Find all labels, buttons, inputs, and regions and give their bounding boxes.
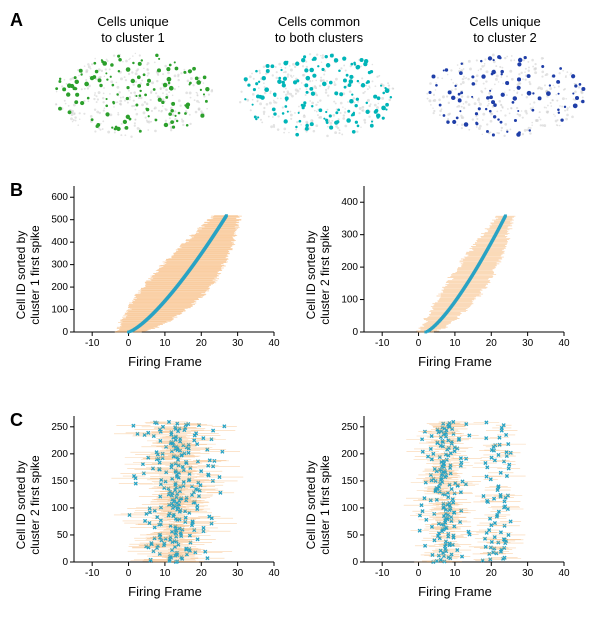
svg-text:10: 10: [159, 338, 171, 349]
figure: A Cells unique to cluster 1 Cells common…: [10, 10, 598, 630]
svg-text:30: 30: [232, 568, 244, 579]
svg-text:-10: -10: [85, 568, 100, 579]
svg-text:20: 20: [196, 338, 208, 349]
svg-text:200: 200: [341, 262, 358, 273]
svg-text:150: 150: [341, 476, 358, 487]
svg-text:200: 200: [51, 282, 68, 293]
svg-text:50: 50: [57, 530, 69, 541]
svg-text:0: 0: [62, 327, 68, 338]
cluster2-scatter: [420, 45, 590, 145]
common-title: Cells common to both clusters: [234, 14, 404, 45]
svg-text:0: 0: [126, 568, 132, 579]
panel-a-plots: [10, 45, 598, 145]
panel-a: A Cells unique to cluster 1 Cells common…: [10, 10, 598, 170]
svg-text:10: 10: [449, 338, 461, 349]
svg-text:-10: -10: [375, 568, 390, 579]
svg-text:-10: -10: [375, 338, 390, 349]
b2-xlabel: Firing Frame: [330, 354, 580, 369]
svg-text:40: 40: [268, 338, 280, 349]
svg-text:250: 250: [341, 422, 358, 433]
svg-text:-10: -10: [85, 338, 100, 349]
b2-plot: -100102030400100200300400: [330, 180, 570, 350]
cluster2-title: Cells unique to cluster 2: [420, 14, 590, 45]
panel-b-chart-1: Cell ID sorted by cluster 1 first spike …: [40, 180, 290, 369]
panel-c: C Cell ID sorted by cluster 2 first spik…: [10, 410, 598, 630]
svg-text:400: 400: [341, 197, 358, 208]
svg-text:40: 40: [558, 568, 570, 579]
svg-text:40: 40: [268, 568, 280, 579]
svg-text:200: 200: [341, 449, 358, 460]
b1-ylabel: Cell ID sorted by cluster 1 first spike: [14, 195, 42, 355]
svg-text:0: 0: [416, 568, 422, 579]
svg-text:30: 30: [232, 338, 244, 349]
svg-text:150: 150: [51, 476, 68, 487]
svg-text:100: 100: [341, 503, 358, 514]
c1-plot: -10 0 10 20 30 40 0 50 100 150 200 250: [40, 410, 280, 580]
panel-c-chart-1: Cell ID sorted by cluster 2 first spike …: [40, 410, 290, 599]
panel-a-label: A: [10, 10, 23, 31]
c2-xlabel: Firing Frame: [330, 584, 580, 599]
svg-text:30: 30: [522, 338, 534, 349]
svg-text:500: 500: [51, 215, 68, 226]
svg-text:100: 100: [341, 295, 358, 306]
svg-text:200: 200: [51, 449, 68, 460]
b1-xlabel: Firing Frame: [40, 354, 290, 369]
panel-a-titles: Cells unique to cluster 1 Cells common t…: [10, 10, 598, 45]
c1-ylabel: Cell ID sorted by cluster 2 first spike: [14, 425, 42, 585]
svg-text:10: 10: [449, 568, 461, 579]
svg-text:600: 600: [51, 192, 68, 203]
svg-text:0: 0: [62, 557, 68, 568]
svg-text:300: 300: [341, 230, 358, 241]
cluster1-title: Cells unique to cluster 1: [48, 14, 218, 45]
svg-text:40: 40: [558, 338, 570, 349]
c2-plot: -10 0 10 20 30 40 0 50 100 150 200 250: [330, 410, 570, 580]
svg-text:20: 20: [486, 338, 498, 349]
panel-c-chart-2: Cell ID sorted by cluster 1 first spike …: [330, 410, 580, 599]
svg-text:20: 20: [486, 568, 498, 579]
svg-text:0: 0: [416, 338, 422, 349]
svg-text:250: 250: [51, 422, 68, 433]
svg-text:400: 400: [51, 237, 68, 248]
b1-plot: -100102030400100200300400500600: [40, 180, 280, 350]
svg-text:0: 0: [352, 557, 358, 568]
svg-text:100: 100: [51, 503, 68, 514]
cluster1-scatter: [48, 45, 218, 145]
panel-b-chart-2: Cell ID sorted by cluster 2 first spike …: [330, 180, 580, 369]
panel-b: B Cell ID sorted by cluster 1 first spik…: [10, 180, 598, 400]
b2-ylabel: Cell ID sorted by cluster 2 first spike: [304, 195, 332, 355]
svg-text:300: 300: [51, 260, 68, 271]
common-scatter: [234, 45, 404, 145]
svg-text:0: 0: [352, 327, 358, 338]
svg-text:30: 30: [522, 568, 534, 579]
svg-text:20: 20: [196, 568, 208, 579]
svg-text:10: 10: [159, 568, 171, 579]
c1-xlabel: Firing Frame: [40, 584, 290, 599]
svg-text:0: 0: [126, 338, 132, 349]
svg-text:50: 50: [347, 530, 359, 541]
c2-ylabel: Cell ID sorted by cluster 1 first spike: [304, 425, 332, 585]
svg-text:100: 100: [51, 305, 68, 316]
